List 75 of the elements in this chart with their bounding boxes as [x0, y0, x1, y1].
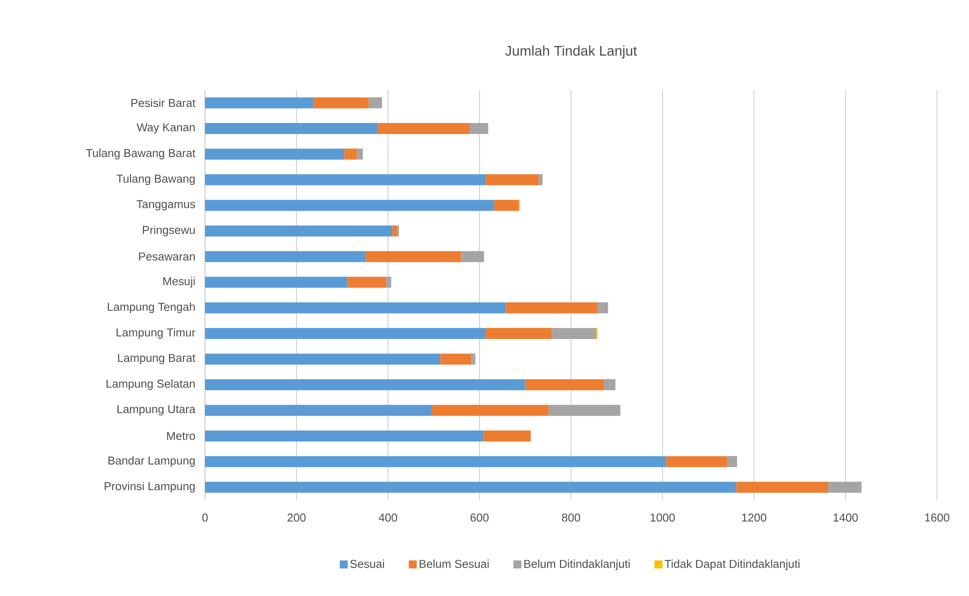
bar [205, 482, 736, 493]
bar [727, 456, 738, 468]
bar [205, 404, 432, 416]
bar [344, 148, 357, 160]
bar [494, 200, 519, 211]
bar [205, 354, 440, 365]
x-tick-label: 600 [470, 514, 489, 522]
y-tick-label: Tanggamus [136, 200, 196, 210]
x-tick-label: 1600 [925, 514, 950, 522]
bar [347, 276, 386, 288]
bar [392, 225, 398, 236]
bar [205, 148, 344, 160]
x-tick-label: 1000 [650, 514, 675, 522]
bar [378, 122, 470, 134]
bar [538, 174, 543, 186]
bar [485, 174, 539, 186]
bar [552, 328, 596, 339]
bar [205, 200, 494, 211]
x-tick-label: 400 [378, 514, 398, 522]
bar [736, 482, 828, 493]
bar [525, 379, 604, 390]
bar [506, 302, 598, 314]
bar [205, 379, 526, 390]
y-tick-label: Tulang Bawang Barat [86, 148, 196, 160]
y-tick-label: Lampung Tengah [108, 302, 195, 314]
y-tick-label: Bandar Lampung [108, 456, 195, 467]
y-tick-label: Pringsewu [142, 226, 195, 236]
bar [314, 97, 369, 108]
bar [205, 122, 378, 134]
bar [440, 354, 472, 365]
chart-title: Jumlah Tindak Lanjut [505, 46, 637, 58]
y-tick-label: Mesuji [163, 276, 195, 288]
y-tick-label: Lampung Utara [117, 405, 196, 416]
y-tick-label: Lampung Timur [116, 328, 196, 339]
bar [666, 456, 728, 468]
legend-label: Belum Ditindaklanjuti [524, 560, 630, 570]
bar [356, 148, 363, 160]
legend-label: Tidak Dapat Ditindaklanjuti [664, 560, 800, 570]
bar [472, 354, 476, 365]
bar [368, 97, 382, 108]
y-tick-label: Provinsi Lampung [104, 482, 195, 493]
x-tick-label: 1400 [834, 514, 858, 522]
legend-label: Belum Sesuai [420, 560, 489, 568]
y-tick-label: Pesisir Barat [131, 98, 196, 108]
bar [470, 122, 488, 134]
bar [205, 251, 366, 262]
bar [205, 456, 666, 468]
bar [598, 302, 608, 314]
y-tick-label: Lampung Barat [118, 354, 196, 364]
bar [205, 276, 348, 288]
y-tick-label: Lampung Selatan [106, 379, 195, 390]
bar [205, 430, 484, 442]
x-tick-label: 1200 [742, 514, 766, 522]
bar [603, 379, 616, 390]
bar [432, 404, 549, 416]
bar [205, 328, 485, 339]
bar [366, 251, 462, 262]
bar [484, 328, 552, 339]
y-tick-label: Tulang Bawang [116, 174, 195, 186]
bar [461, 251, 484, 262]
bar [205, 302, 506, 314]
y-tick-label: Metro [167, 432, 195, 440]
bar [205, 225, 392, 236]
bar [386, 276, 392, 288]
bar [828, 482, 862, 493]
bar [548, 404, 620, 416]
x-tick-label: 0 [202, 514, 208, 522]
y-tick-label: Way Kanan [136, 123, 195, 134]
bar [205, 174, 486, 186]
bar [483, 430, 531, 442]
y-tick-label: Pesawaran [139, 252, 195, 261]
legend-label: Sesuai [350, 560, 384, 568]
x-tick-label: 200 [288, 514, 306, 522]
x-tick-label: 800 [562, 514, 580, 522]
bar [205, 97, 314, 108]
